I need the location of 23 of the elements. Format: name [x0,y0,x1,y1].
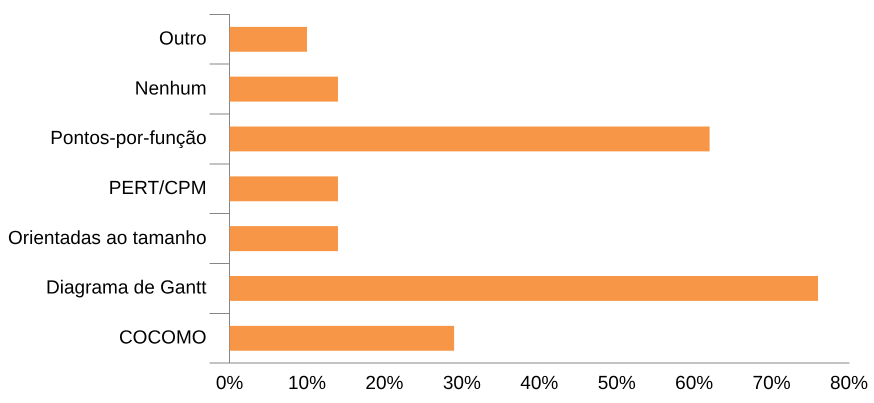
y-tick-label: Diagrama de Gantt [46,278,208,299]
x-tick-label: 80% [830,372,868,394]
y-tick-label: Outro [159,28,207,50]
x-tick-label: 30% [442,372,481,394]
bar [230,276,818,301]
bar [230,26,307,52]
bar [230,226,338,252]
x-tick-label: 10% [288,372,326,394]
x-tick-label: 50% [598,372,636,394]
x-tick-label: 40% [520,372,558,394]
x-tick-label: 60% [675,372,714,394]
x-tick-label: 70% [752,372,791,394]
y-tick-label: PERT/CPM [108,178,207,200]
bar [230,326,454,351]
y-tick-label: Pontos-por-função [50,128,207,150]
x-tick-label: 0% [216,372,244,394]
bar [230,176,338,202]
x-tick-label: 20% [365,372,404,394]
bar [230,76,338,102]
y-tick-label: Orientadas ao tamanho [8,228,207,249]
y-tick-label: Nenhum [134,78,207,100]
bar [230,126,710,152]
y-tick-label: COCOMO [118,328,207,349]
